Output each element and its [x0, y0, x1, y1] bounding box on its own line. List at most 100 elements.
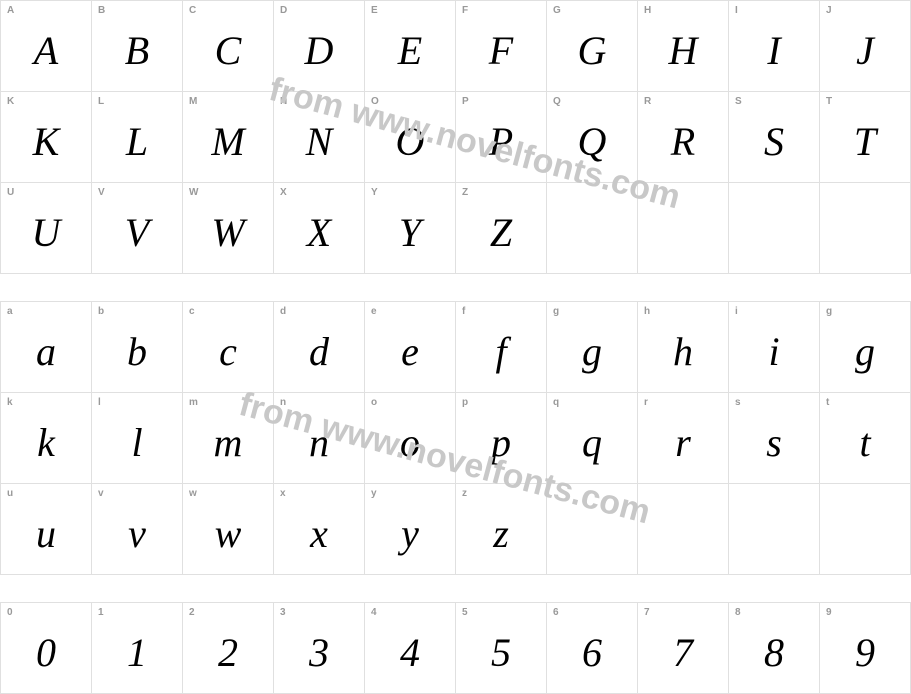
char-row: uuvvwwxxyyzz: [1, 484, 911, 575]
cell-label: d: [280, 306, 286, 317]
char-cell: xx: [274, 484, 365, 575]
char-cell: vv: [92, 484, 183, 575]
cell-label: M: [189, 96, 197, 107]
char-cell: uu: [1, 484, 92, 575]
cell-glyph: E: [398, 31, 422, 71]
cell-glyph: G: [578, 31, 607, 71]
cell-label: X: [280, 187, 287, 198]
char-cell: ff: [456, 302, 547, 393]
char-cell: FF: [456, 1, 547, 92]
cell-label: p: [462, 397, 468, 408]
cell-label: S: [735, 96, 742, 107]
cell-glyph: I: [767, 31, 780, 71]
char-cell: JJ: [820, 1, 911, 92]
cell-glyph: D: [305, 31, 334, 71]
cell-glyph: J: [856, 31, 874, 71]
spacer-row: [1, 575, 911, 603]
char-cell: bb: [92, 302, 183, 393]
cell-glyph: x: [310, 514, 328, 554]
char-row: aabbccddeeffgghhiigg: [1, 302, 911, 393]
cell-glyph: q: [582, 423, 602, 463]
cell-label: g: [826, 306, 832, 317]
char-cell: ii: [729, 302, 820, 393]
cell-glyph: 3: [309, 633, 329, 673]
cell-label: 0: [7, 607, 13, 618]
char-cell: DD: [274, 1, 365, 92]
cell-label: J: [826, 5, 832, 16]
char-cell: ww: [183, 484, 274, 575]
cell-label: 8: [735, 607, 741, 618]
char-cell: 99: [820, 603, 911, 694]
char-cell: BB: [92, 1, 183, 92]
char-cell: zz: [456, 484, 547, 575]
char-cell: [729, 484, 820, 575]
char-cell: yy: [365, 484, 456, 575]
char-cell: tt: [820, 393, 911, 484]
cell-label: u: [7, 488, 13, 499]
cell-glyph: g: [855, 332, 875, 372]
cell-glyph: 9: [855, 633, 875, 673]
char-cell: gg: [820, 302, 911, 393]
char-cell: [547, 183, 638, 274]
cell-label: 6: [553, 607, 559, 618]
char-cell: [547, 484, 638, 575]
cell-label: W: [189, 187, 198, 198]
cell-glyph: H: [669, 31, 698, 71]
char-cell: NN: [274, 92, 365, 183]
cell-label: 4: [371, 607, 377, 618]
char-cell: HH: [638, 1, 729, 92]
char-cell: mm: [183, 393, 274, 484]
cell-label: F: [462, 5, 468, 16]
cell-glyph: 0: [36, 633, 56, 673]
cell-label: h: [644, 306, 650, 317]
cell-glyph: r: [675, 423, 691, 463]
cell-glyph: X: [307, 213, 331, 253]
char-cell: oo: [365, 393, 456, 484]
cell-glyph: m: [214, 423, 243, 463]
cell-label: g: [553, 306, 559, 317]
char-cell: cc: [183, 302, 274, 393]
char-cell: RR: [638, 92, 729, 183]
char-cell: OO: [365, 92, 456, 183]
char-cell: 55: [456, 603, 547, 694]
char-cell: II: [729, 1, 820, 92]
cell-label: b: [98, 306, 104, 317]
char-cell: PP: [456, 92, 547, 183]
cell-label: G: [553, 5, 561, 16]
cell-glyph: 5: [491, 633, 511, 673]
cell-label: U: [7, 187, 14, 198]
cell-glyph: Q: [578, 122, 607, 162]
cell-label: 9: [826, 607, 832, 618]
char-cell: SS: [729, 92, 820, 183]
cell-label: z: [462, 488, 467, 499]
cell-glyph: W: [211, 213, 244, 253]
cell-label: 7: [644, 607, 650, 618]
cell-label: Z: [462, 187, 468, 198]
char-cell: aa: [1, 302, 92, 393]
cell-label: l: [98, 397, 101, 408]
char-cell: dd: [274, 302, 365, 393]
cell-glyph: v: [128, 514, 146, 554]
cell-label: i: [735, 306, 738, 317]
char-cell: 00: [1, 603, 92, 694]
cell-glyph: e: [401, 332, 419, 372]
cell-glyph: 7: [673, 633, 693, 673]
char-cell: 77: [638, 603, 729, 694]
char-cell: ZZ: [456, 183, 547, 274]
cell-glyph: Y: [399, 213, 421, 253]
cell-glyph: y: [401, 514, 419, 554]
cell-label: I: [735, 5, 738, 16]
cell-glyph: g: [582, 332, 602, 372]
char-cell: qq: [547, 393, 638, 484]
char-cell: 33: [274, 603, 365, 694]
char-cell: nn: [274, 393, 365, 484]
char-cell: pp: [456, 393, 547, 484]
char-cell: hh: [638, 302, 729, 393]
char-cell: [729, 183, 820, 274]
cell-glyph: N: [306, 122, 333, 162]
cell-glyph: k: [37, 423, 55, 463]
cell-glyph: 4: [400, 633, 420, 673]
cell-glyph: R: [671, 122, 695, 162]
char-cell: 11: [92, 603, 183, 694]
char-cell: ss: [729, 393, 820, 484]
